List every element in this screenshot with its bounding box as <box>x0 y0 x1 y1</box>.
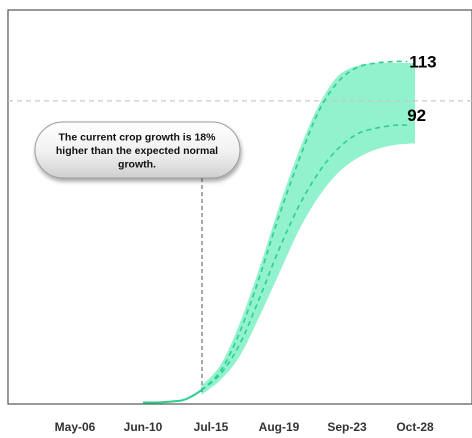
series-line-1 <box>143 390 201 402</box>
x-tick-label: Aug-19 <box>259 420 300 434</box>
end-value-label: 92 <box>407 106 426 125</box>
x-tick-label: Jun-10 <box>124 420 163 434</box>
end-value-label: 113 <box>409 53 436 72</box>
x-tick-label: Sep-23 <box>327 420 367 434</box>
x-tick-label: Oct-28 <box>396 420 434 434</box>
x-tick-label: May-06 <box>55 420 96 434</box>
x-tick-label: Jul-15 <box>194 420 229 434</box>
